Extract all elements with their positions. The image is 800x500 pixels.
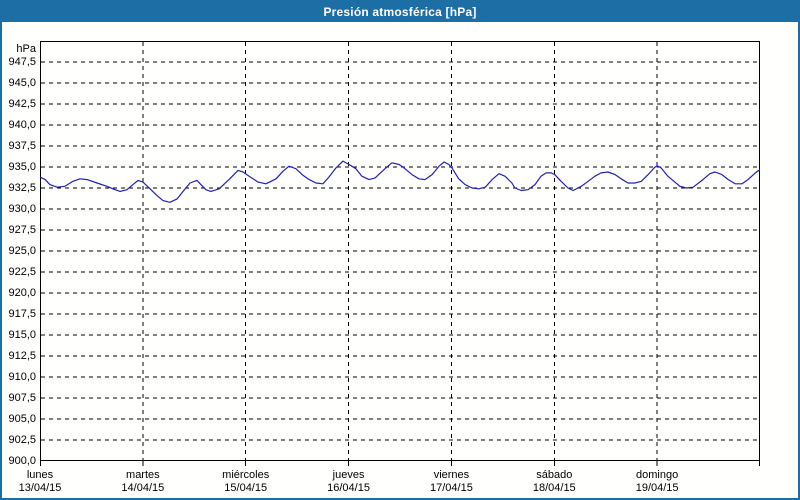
x-tick-date-label: 13/04/15: [18, 482, 62, 494]
y-tick-label: 925,0: [8, 245, 36, 257]
y-tick-label: 935,0: [8, 161, 36, 173]
y-tick-label: 942,5: [8, 98, 36, 110]
y-tick-label: 927,5: [8, 224, 36, 236]
chart-title: Presión atmosférica [hPa]: [323, 5, 477, 19]
x-tick-date-label: 16/04/15: [327, 482, 370, 494]
x-tick-day-label: sábado: [536, 469, 573, 481]
x-tick-date-label: 17/04/15: [430, 482, 473, 494]
x-tick-day-label: lunes: [26, 469, 54, 481]
y-tick-label: 902,5: [8, 434, 36, 446]
pressure-line: [40, 160, 760, 203]
x-tick-date-label: 15/04/15: [224, 482, 268, 494]
y-tick-label: 940,0: [8, 119, 36, 131]
y-tick-label: 922,5: [8, 266, 36, 278]
y-tick-label: 905,0: [8, 413, 36, 425]
y-tick-label: 900,0: [8, 455, 36, 467]
x-tick-day-label: martes: [126, 469, 160, 481]
y-axis-unit-label: hPa: [16, 43, 36, 55]
x-tick-day-label: jueves: [332, 469, 365, 481]
x-tick-day-label: domingo: [636, 469, 679, 481]
y-tick-label: 907,5: [8, 392, 36, 404]
y-tick-label: 945,0: [8, 77, 36, 89]
y-tick-label: 930,0: [8, 203, 36, 215]
x-tick-day-label: miércoles: [222, 469, 270, 481]
x-tick-day-label: viernes: [433, 469, 470, 481]
y-tick-label: 912,5: [8, 350, 36, 362]
y-tick-label: 915,0: [8, 329, 36, 341]
x-tick-date-label: 19/04/15: [635, 482, 679, 494]
y-tick-label: 917,5: [8, 308, 36, 320]
y-tick-label: 947,5: [8, 56, 36, 68]
plot-border: [40, 41, 760, 461]
x-tick-date-label: 18/04/15: [532, 482, 576, 494]
y-tick-label: 910,0: [8, 371, 36, 383]
y-tick-label: 937,5: [8, 140, 36, 152]
plot-area: [40, 41, 760, 466]
x-tick-date-label: 14/04/15: [121, 482, 165, 494]
y-tick-label: 920,0: [8, 287, 36, 299]
y-tick-label: 932,5: [8, 182, 36, 194]
title-bar: Presión atmosférica [hPa]: [2, 2, 798, 22]
